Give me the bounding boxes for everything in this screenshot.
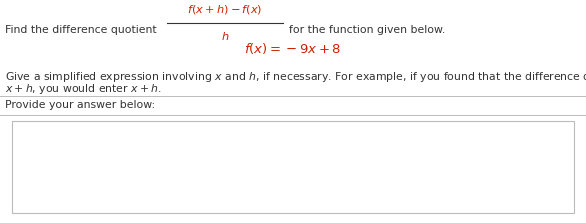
Text: Provide your answer below:: Provide your answer below: <box>5 100 155 110</box>
Text: Find the difference quotient: Find the difference quotient <box>5 25 156 35</box>
Text: $x + h$, you would enter $x + h$.: $x + h$, you would enter $x + h$. <box>5 82 162 96</box>
Text: $h$: $h$ <box>221 30 229 42</box>
FancyBboxPatch shape <box>12 121 574 213</box>
Text: $f(x) = -9x + 8$: $f(x) = -9x + 8$ <box>244 41 342 56</box>
Text: Give a simplified expression involving $x$ and $h$, if necessary. For example, i: Give a simplified expression involving $… <box>5 70 586 84</box>
Text: for the function given below.: for the function given below. <box>289 25 445 35</box>
Text: $f(x+h)-f(x)$: $f(x+h)-f(x)$ <box>188 3 263 16</box>
